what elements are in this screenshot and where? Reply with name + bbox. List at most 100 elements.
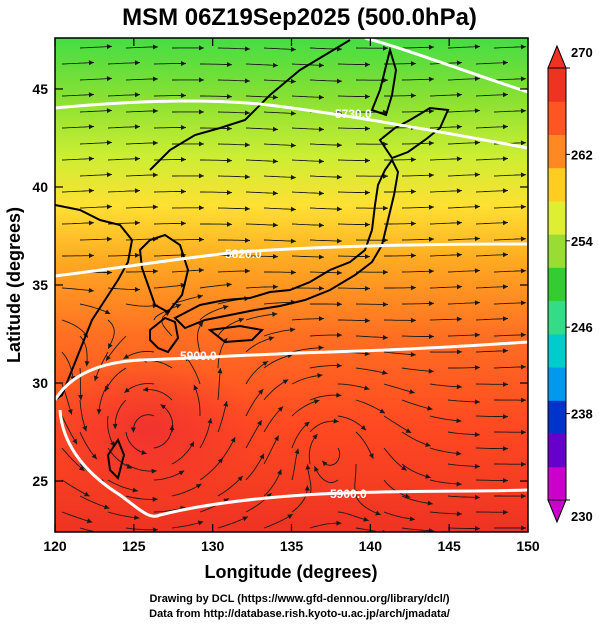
streamline-arrowhead	[152, 527, 158, 532]
streamline	[355, 495, 381, 516]
streamline	[355, 527, 384, 532]
streamline-arrowhead	[277, 406, 284, 412]
streamline-arrowhead	[368, 453, 374, 459]
colorbar-segment	[548, 400, 566, 435]
coastline-hokkaido	[378, 106, 450, 160]
colorbar-segment	[548, 167, 566, 202]
streamline	[429, 126, 463, 129]
streamline	[475, 62, 509, 65]
streamline-arrowhead	[428, 528, 434, 532]
streamline	[384, 94, 417, 97]
streamline-arrowhead	[106, 355, 111, 361]
streamline	[171, 239, 204, 241]
streamline-arrowhead	[520, 108, 526, 114]
streamline-arrowhead	[198, 267, 204, 273]
y-tick-label: 30	[32, 375, 48, 391]
contour-line-5730	[55, 99, 528, 150]
streamline-arrowhead	[86, 518, 93, 524]
streamline-arrowhead	[474, 140, 480, 146]
streamline	[309, 365, 342, 369]
streamline	[401, 399, 433, 410]
streamline	[355, 303, 389, 305]
streamline	[171, 441, 195, 465]
streamline	[401, 46, 435, 49]
streamline	[401, 142, 435, 145]
streamline-arrowhead	[268, 336, 275, 342]
streamline-arrowhead	[272, 284, 278, 290]
streamline	[104, 367, 127, 392]
streamline-arrowhead	[502, 381, 508, 387]
colorbar-min-triangle	[547, 499, 567, 524]
streamline	[337, 159, 370, 162]
streamline-arrowhead	[364, 285, 370, 291]
streamline	[217, 270, 250, 273]
streamline-arrowhead	[180, 157, 186, 162]
streamline	[291, 374, 323, 385]
colorbar-segment	[548, 433, 566, 468]
streamline-arrowhead	[226, 221, 232, 227]
streamline-arrowhead	[217, 368, 223, 374]
streamline-arrowhead	[272, 94, 278, 100]
streamline-arrowhead	[520, 525, 526, 531]
streamline-arrowhead	[175, 303, 182, 309]
streamline	[447, 77, 481, 81]
streamline-arrowhead	[502, 284, 508, 290]
streamline	[171, 483, 202, 497]
map-title: MSM 06Z19Sep2025 (500.0hPa)	[122, 4, 477, 31]
streamline-arrowhead	[427, 405, 433, 411]
streamline-arrowhead	[304, 421, 310, 427]
streamline	[61, 511, 93, 523]
streamline	[245, 63, 279, 66]
streamline	[401, 78, 435, 81]
streamline-arrowhead	[242, 516, 248, 522]
streamline-arrowhead	[314, 466, 319, 472]
streamline-arrowhead	[141, 449, 147, 455]
streamline-arrowhead	[134, 60, 140, 66]
streamline	[107, 190, 141, 193]
streamline	[200, 191, 233, 194]
streamline-arrowhead	[520, 397, 526, 403]
streamline	[447, 141, 481, 145]
streamline-arrowhead	[410, 221, 416, 227]
streamline	[98, 383, 109, 415]
streamline-arrowhead	[169, 425, 175, 431]
streamline	[337, 255, 370, 258]
streamline-arrowhead	[126, 464, 133, 469]
streamline-arrowhead	[82, 425, 88, 432]
streamline-arrowhead	[180, 188, 186, 194]
streamline-arrowhead	[106, 236, 112, 242]
streamline	[79, 367, 82, 401]
streamline	[447, 334, 481, 337]
streamline	[429, 415, 462, 422]
streamline-arrowhead	[428, 140, 434, 146]
streamline-arrowhead	[198, 77, 204, 83]
streamline	[132, 414, 155, 433]
streamline-arrowhead	[428, 368, 434, 374]
streamline-arrowhead	[226, 157, 232, 163]
streamline-arrowhead	[84, 361, 90, 367]
streamline-arrowhead	[410, 189, 416, 195]
streamline	[199, 305, 229, 321]
streamline-arrowhead	[106, 44, 112, 50]
streamline	[107, 254, 141, 257]
streamline	[153, 506, 186, 513]
streamline-arrowhead	[322, 460, 328, 467]
streamline-arrowhead	[272, 126, 278, 132]
streamline-arrowhead	[152, 140, 158, 146]
streamline-arrowhead	[317, 373, 323, 379]
colorbar-label: 254	[571, 234, 593, 249]
streamline-arrowhead	[428, 300, 434, 306]
streamline	[291, 318, 324, 321]
x-tick-label: 140	[359, 538, 383, 554]
streamline-arrowhead	[520, 429, 526, 435]
streamline-arrowhead	[198, 321, 204, 328]
streamline-arrowhead	[456, 450, 462, 456]
streamline	[384, 190, 417, 193]
streamline-arrowhead	[425, 442, 431, 447]
streamline	[263, 301, 296, 305]
streamline-arrowhead	[456, 188, 462, 194]
streamline-arrowhead	[244, 46, 250, 52]
streamline-arrowhead	[456, 511, 462, 517]
typhoon-warm-core	[55, 360, 260, 500]
streamline	[79, 431, 98, 460]
